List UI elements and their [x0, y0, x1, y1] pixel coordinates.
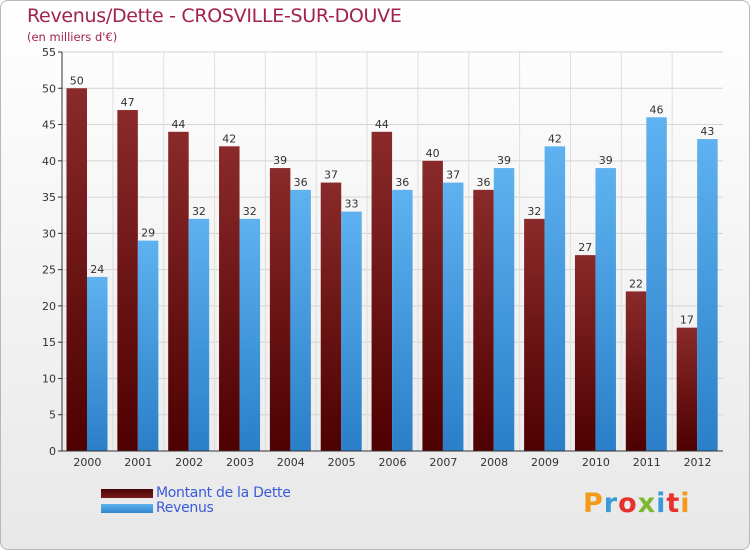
y-tick-label-45: 45	[42, 119, 56, 132]
bar-revenus-2008	[493, 168, 515, 451]
data-label-dette-2007: 40	[426, 147, 440, 160]
x-tick-label-2012: 2012	[684, 456, 712, 469]
data-label-dette-2010: 27	[578, 241, 592, 254]
data-label-dette-2012: 17	[680, 314, 694, 327]
bar-revenus-2006	[392, 189, 413, 451]
logo-letter: i	[656, 488, 667, 519]
y-tick-label-5: 5	[49, 409, 56, 422]
bar-revenus-2003	[239, 218, 261, 451]
data-label-revenus-2003: 32	[243, 205, 257, 218]
bar-dette-2011	[625, 291, 647, 451]
logo-letter: t	[666, 488, 681, 519]
x-tick-label-2000: 2000	[73, 456, 101, 469]
x-tick-label-2002: 2002	[175, 456, 203, 469]
data-label-revenus-2004: 36	[294, 176, 308, 189]
legend-label-dette: Montant de la Dette	[156, 485, 291, 501]
data-label-revenus-2012: 43	[700, 125, 714, 138]
bar-dette-2004	[269, 168, 291, 451]
x-tick-label-2011: 2011	[633, 456, 661, 469]
bar-revenus-2010	[595, 168, 616, 451]
proxiti-logo: Proxiti	[583, 488, 691, 519]
bar-dette-2005	[320, 182, 342, 451]
data-label-revenus-2000: 24	[90, 263, 104, 276]
legend-swatch-dette	[101, 489, 153, 498]
data-label-revenus-2006: 36	[395, 176, 409, 189]
x-tick-label-2006: 2006	[379, 456, 407, 469]
legend-swatch-revenus	[101, 504, 153, 513]
data-label-revenus-2010: 39	[599, 154, 613, 167]
bar-dette-2001	[117, 110, 138, 451]
y-tick-label-15: 15	[42, 336, 56, 349]
logo-letter: i	[680, 488, 691, 519]
data-label-revenus-2002: 32	[192, 205, 206, 218]
data-label-dette-2003: 42	[222, 132, 236, 145]
y-tick-label-25: 25	[42, 264, 56, 277]
data-label-dette-2002: 44	[171, 118, 185, 131]
bar-revenus-2000	[87, 276, 108, 451]
data-label-dette-2009: 32	[527, 205, 541, 218]
y-tick-label-0: 0	[49, 445, 56, 458]
y-tick-label-35: 35	[42, 191, 56, 204]
bar-revenus-2011	[646, 117, 667, 452]
bar-dette-2009	[524, 218, 545, 451]
axes: 0 5 10 15 20 25 30 35 40 45 50 55 2000 2001 2002 2003 20…	[42, 46, 723, 469]
y-tick-label-10: 10	[42, 372, 56, 385]
data-label-dette-2005: 37	[324, 169, 338, 182]
x-tick-label-2003: 2003	[226, 456, 254, 469]
x-tick-label-2007: 2007	[429, 456, 457, 469]
data-label-dette-2001: 47	[121, 96, 135, 109]
y-tick-label-20: 20	[42, 300, 56, 313]
x-tick-label-2001: 2001	[124, 456, 152, 469]
bars	[66, 88, 718, 452]
x-tick-label-2008: 2008	[480, 456, 508, 469]
logo-letter: x	[637, 488, 657, 519]
bar-dette-2000	[66, 88, 87, 451]
bar-dette-2007	[422, 160, 443, 451]
bar-dette-2008	[473, 189, 494, 451]
data-label-revenus-2008: 39	[497, 154, 511, 167]
legend-label-revenus: Revenus	[156, 500, 214, 516]
x-tick-label-2005: 2005	[328, 456, 356, 469]
chart-title: Revenus/Dette - CROSVILLE-SUR-DOUVE	[27, 5, 402, 27]
bar-revenus-2004	[290, 189, 311, 451]
data-label-dette-2006: 44	[375, 118, 389, 131]
bar-dette-2006	[371, 131, 393, 452]
bar-revenus-2009	[544, 146, 566, 452]
data-label-dette-2011: 22	[629, 277, 643, 290]
x-tick-label-2009: 2009	[531, 456, 559, 469]
data-labels: 50 24 47 29 44 32 42 32 39 36 37 33 44 36 40 37 36 39 32 42…	[70, 74, 715, 326]
bar-revenus-2005	[341, 211, 362, 451]
x-tick-label-2010: 2010	[582, 456, 610, 469]
bar-revenus-2002	[188, 218, 210, 451]
y-tick-label-50: 50	[42, 82, 56, 95]
x-tick-label-2004: 2004	[277, 456, 305, 469]
bar-revenus-2007	[442, 182, 464, 451]
bar-dette-2002	[168, 131, 189, 452]
data-label-dette-2008: 36	[477, 176, 491, 189]
bar-dette-2010	[574, 255, 596, 451]
logo-letter: o	[618, 488, 638, 519]
data-label-dette-2000: 50	[70, 74, 84, 87]
logo-letter: P	[583, 488, 604, 519]
bar-dette-2012	[676, 327, 698, 451]
y-tick-label-40: 40	[42, 155, 56, 168]
y-tick-label-30: 30	[42, 227, 56, 240]
chart-subtitle: (en milliers d'€)	[27, 30, 118, 44]
data-label-revenus-2007: 37	[446, 169, 460, 182]
data-label-dette-2004: 39	[273, 154, 287, 167]
bar-dette-2003	[219, 146, 240, 452]
bar-revenus-2001	[137, 240, 159, 451]
data-label-revenus-2001: 29	[141, 227, 155, 240]
data-label-revenus-2009: 42	[548, 132, 562, 145]
logo-letter: r	[603, 488, 619, 519]
y-tick-label-55: 55	[42, 46, 56, 59]
data-label-revenus-2005: 33	[344, 198, 358, 211]
data-label-revenus-2011: 46	[650, 103, 664, 116]
bar-revenus-2012	[697, 139, 718, 451]
